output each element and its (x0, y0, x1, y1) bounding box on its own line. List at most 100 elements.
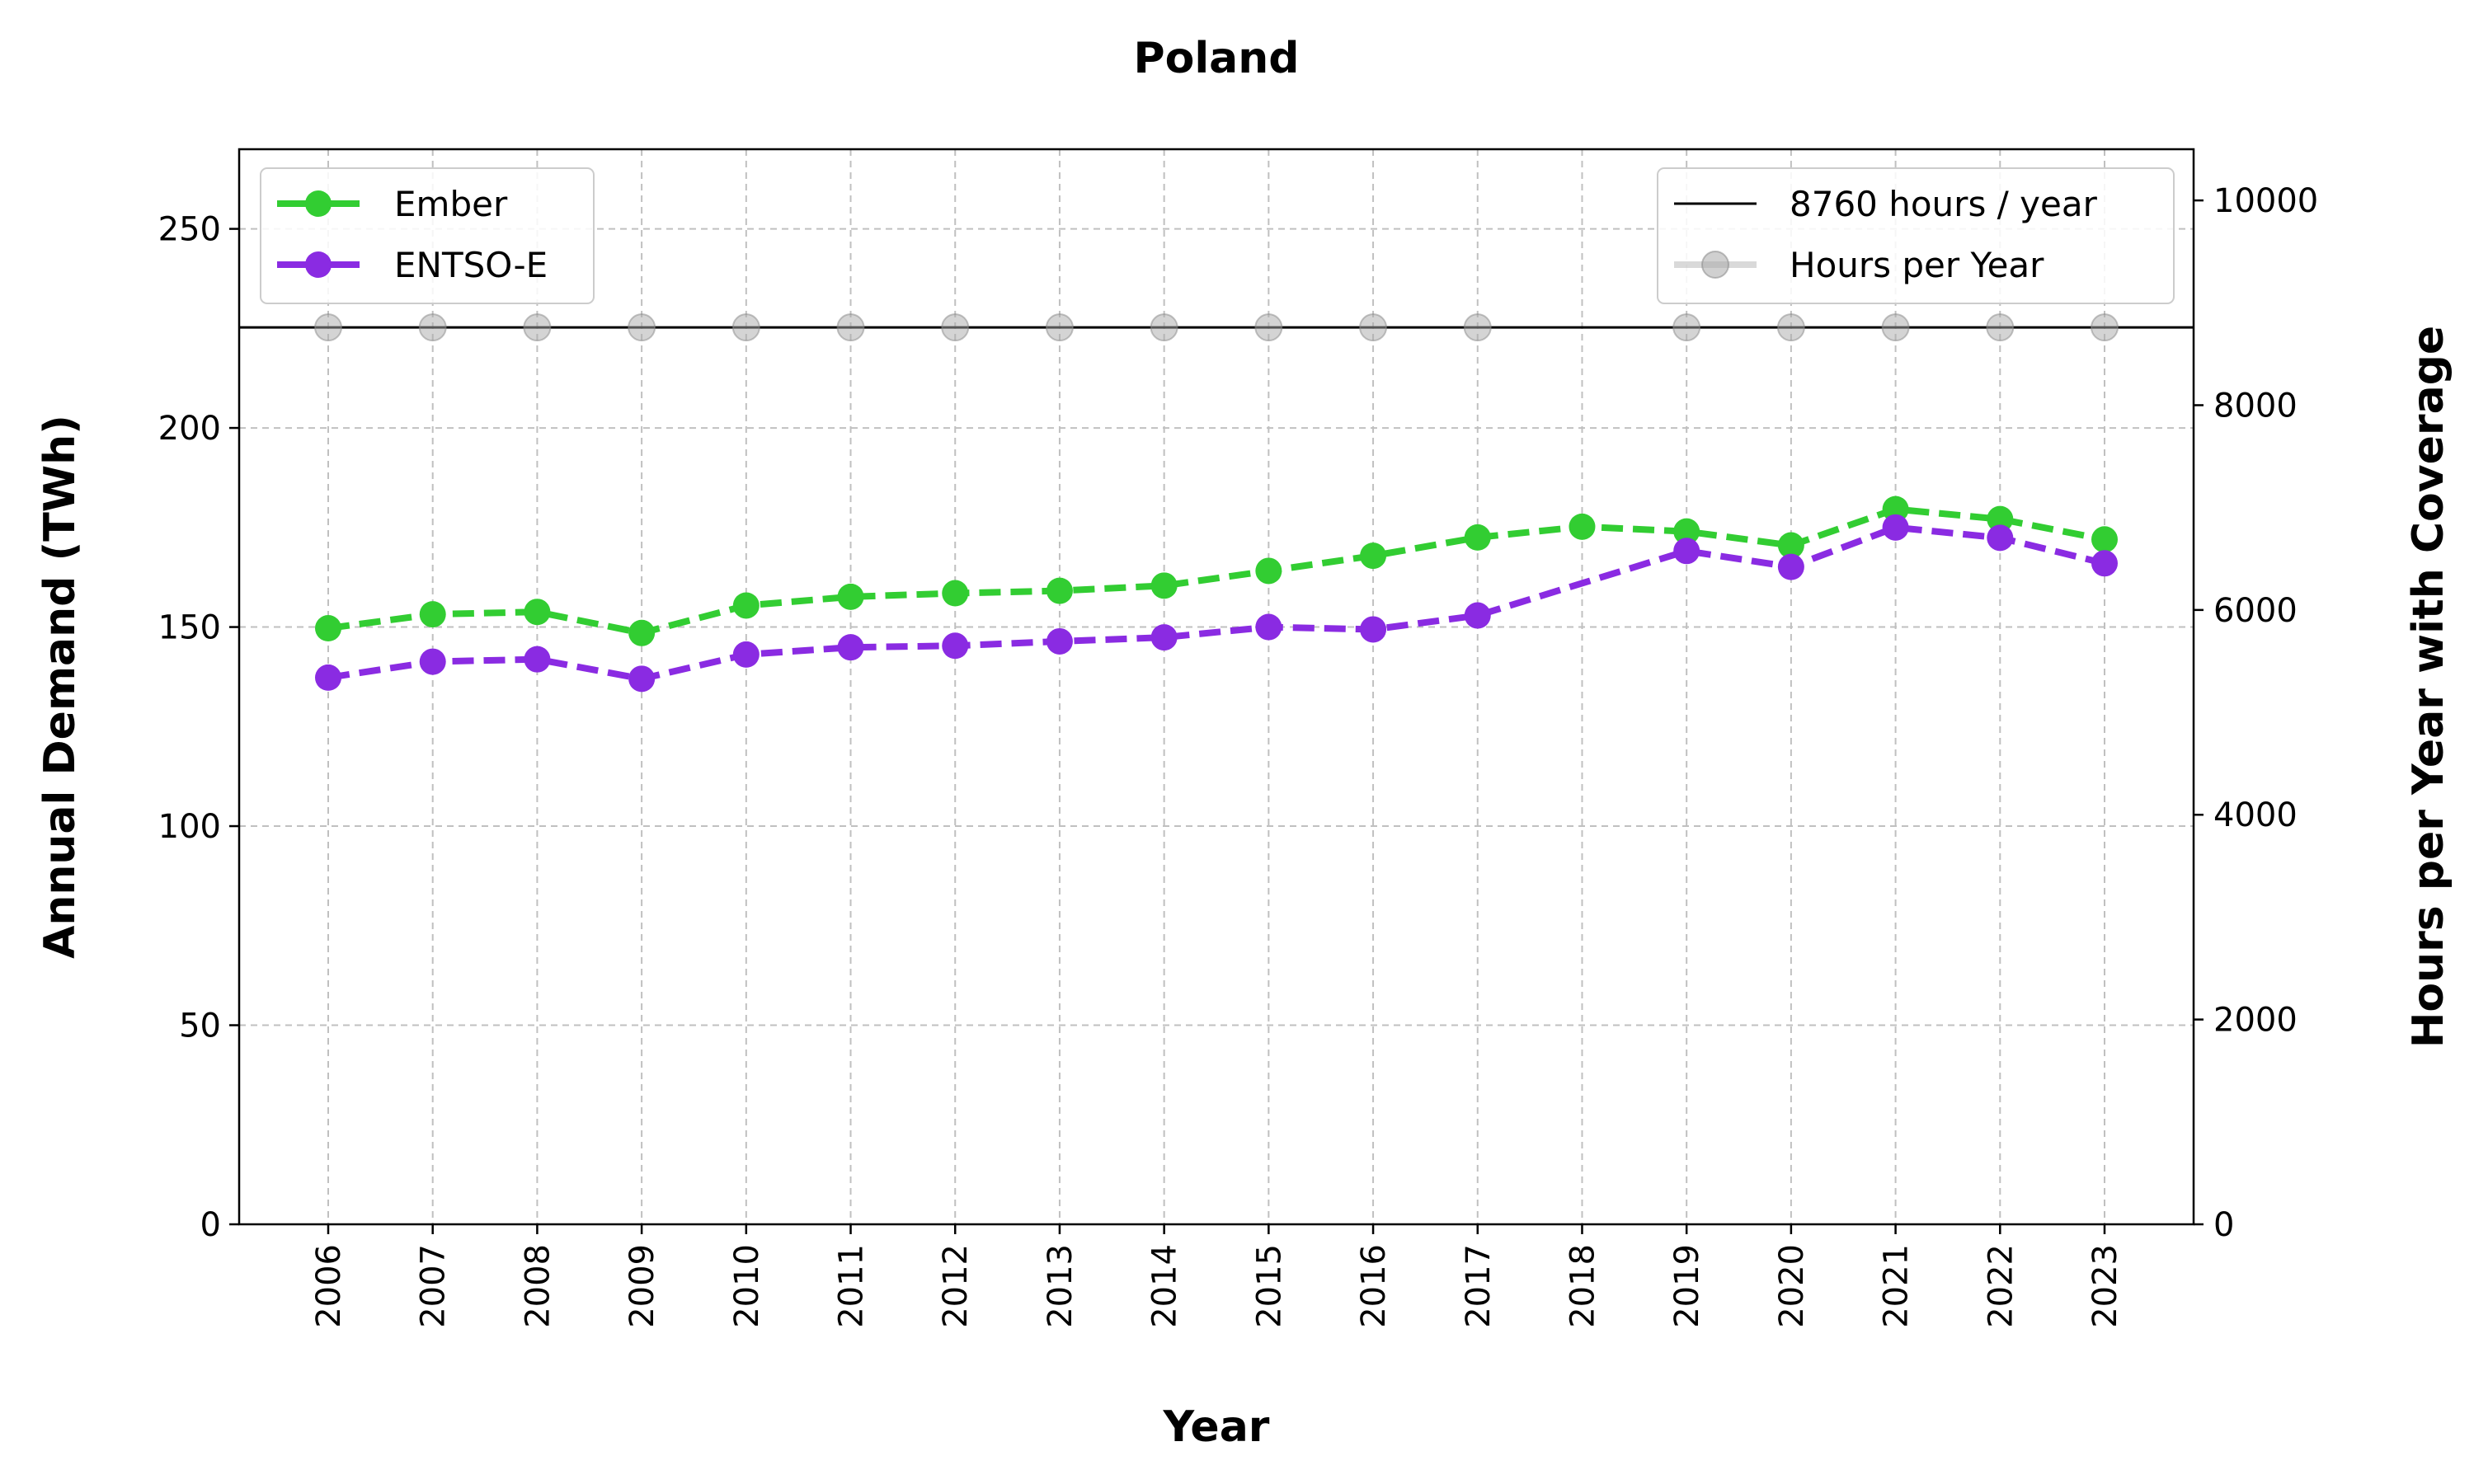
data-point-entso-e (732, 641, 760, 668)
data-point-hours-per-year (1463, 313, 1492, 342)
y-axis-title: Annual Demand (TWh) (35, 415, 85, 959)
data-point-hours-per-year (731, 313, 760, 342)
data-point-ember (1464, 524, 1491, 551)
data-point-entso-e (419, 648, 446, 675)
y2-tick-label: 2000 (2213, 1002, 2298, 1040)
series-layer (239, 313, 2194, 693)
data-point-ember (837, 583, 864, 610)
data-point-ember (315, 615, 341, 642)
data-point-ember (1673, 518, 1700, 545)
data-point-hours-per-year (1881, 313, 1910, 342)
data-point-hours-per-year (1776, 313, 1805, 342)
data-point-hours-per-year (1359, 313, 1388, 342)
y-tick-label: 200 (158, 410, 221, 448)
x-tick-label: 2011 (833, 1244, 871, 1328)
data-point-entso-e (1673, 538, 1700, 565)
data-point-entso-e (1360, 616, 1387, 643)
legend-reference-label: 8760 hours / year (1790, 184, 2098, 224)
x-tick-label: 2009 (623, 1244, 661, 1328)
y2-tick-label: 10000 (2213, 182, 2318, 220)
data-point-entso-e (1046, 627, 1073, 655)
data-point-ember (1046, 577, 1073, 604)
legend-hours-label: Hours per Year (1790, 245, 2044, 285)
data-point-ember (1150, 572, 1178, 599)
data-point-entso-e (1777, 553, 1804, 580)
data-point-hours-per-year (1254, 313, 1283, 342)
data-point-hours-per-year (1045, 313, 1074, 342)
x-tick-label: 2020 (1773, 1244, 1811, 1328)
data-point-entso-e (524, 646, 551, 673)
legend-left: Ember ENTSO-E (260, 167, 595, 304)
data-point-hours-per-year (836, 313, 865, 342)
y-tick-label: 100 (158, 808, 221, 846)
data-point-ember (1569, 513, 1596, 540)
left-axis: 0 50 100 150 200 250 (158, 211, 239, 1244)
data-point-entso-e (942, 632, 969, 660)
y-tick-label: 0 (200, 1206, 221, 1244)
data-point-ember (942, 580, 969, 607)
y2-axis-title: Hours per Year with Coverage (2404, 326, 2453, 1048)
data-point-ember (419, 601, 446, 628)
legend-right-box (1657, 167, 2175, 304)
right-axis: 0 2000 4000 6000 8000 10000 (2194, 182, 2318, 1244)
legend-right: 8760 hours / year Hours per Year (1657, 167, 2175, 304)
data-point-entso-e (1882, 514, 1909, 541)
data-point-hours-per-year (1672, 313, 1701, 342)
data-point-entso-e (1987, 524, 2014, 552)
x-tick-label: 2010 (728, 1244, 766, 1328)
data-point-hours-per-year (418, 313, 447, 342)
data-point-hours-per-year (523, 313, 552, 342)
x-tick-label: 2007 (415, 1244, 453, 1328)
y-tick-label: 150 (158, 609, 221, 647)
x-tick-label: 2016 (1355, 1244, 1393, 1328)
legend-ember-label: Ember (394, 184, 508, 224)
x-tick-label: 2019 (1668, 1244, 1706, 1328)
y-tick-label: 250 (158, 211, 221, 249)
data-point-entso-e (1464, 602, 1491, 629)
series-line-ember (327, 505, 2105, 636)
series-line-entso-e (327, 524, 2105, 683)
data-point-ember (732, 592, 760, 619)
data-point-ember (628, 619, 656, 646)
x-tick-label: 2014 (1146, 1244, 1184, 1328)
x-axis-title: Year (1163, 1402, 1270, 1452)
data-point-ember (1882, 495, 1909, 523)
data-point-hours-per-year (941, 313, 970, 342)
x-axis: 2006 2007 2008 2009 2010 2011 2012 2013 2014 2015… (310, 1224, 2124, 1328)
legend-ember-marker (305, 190, 332, 217)
x-tick-label: 2021 (1878, 1244, 1916, 1328)
data-point-hours-per-year (628, 313, 656, 342)
data-point-entso-e (837, 634, 864, 661)
y2-tick-label: 8000 (2213, 387, 2298, 425)
y2-tick-label: 6000 (2213, 592, 2298, 630)
data-point-ember (2091, 526, 2118, 553)
x-tick-label: 2008 (519, 1244, 557, 1328)
x-tick-label: 2012 (937, 1244, 975, 1328)
data-point-hours-per-year (314, 313, 342, 342)
data-point-ember (524, 599, 551, 626)
x-tick-label: 2023 (2086, 1244, 2124, 1328)
data-point-hours-per-year (2091, 313, 2119, 342)
legend-entsoe-marker (305, 251, 332, 278)
x-tick-label: 2006 (310, 1244, 348, 1328)
legend-entsoe-label: ENTSO-E (394, 245, 548, 285)
data-point-entso-e (628, 665, 656, 693)
x-tick-label: 2015 (1250, 1244, 1288, 1328)
x-tick-label: 2022 (1982, 1244, 2020, 1328)
data-point-ember (1987, 505, 2014, 533)
data-point-ember (1360, 542, 1387, 570)
x-tick-label: 2017 (1460, 1244, 1498, 1328)
data-point-entso-e (2091, 550, 2118, 577)
data-point-hours-per-year (1150, 313, 1178, 342)
data-point-ember (1255, 557, 1282, 585)
legend-hours-marker (1701, 251, 1729, 279)
plot-frame (238, 148, 2195, 1226)
data-point-ember (1777, 532, 1804, 559)
data-point-entso-e (315, 664, 341, 691)
x-tick-label: 2018 (1564, 1244, 1602, 1328)
data-point-entso-e (1255, 613, 1282, 641)
data-point-hours-per-year (1986, 313, 2015, 342)
y2-tick-label: 0 (2213, 1206, 2234, 1244)
chart-title: Poland (1134, 34, 1300, 83)
